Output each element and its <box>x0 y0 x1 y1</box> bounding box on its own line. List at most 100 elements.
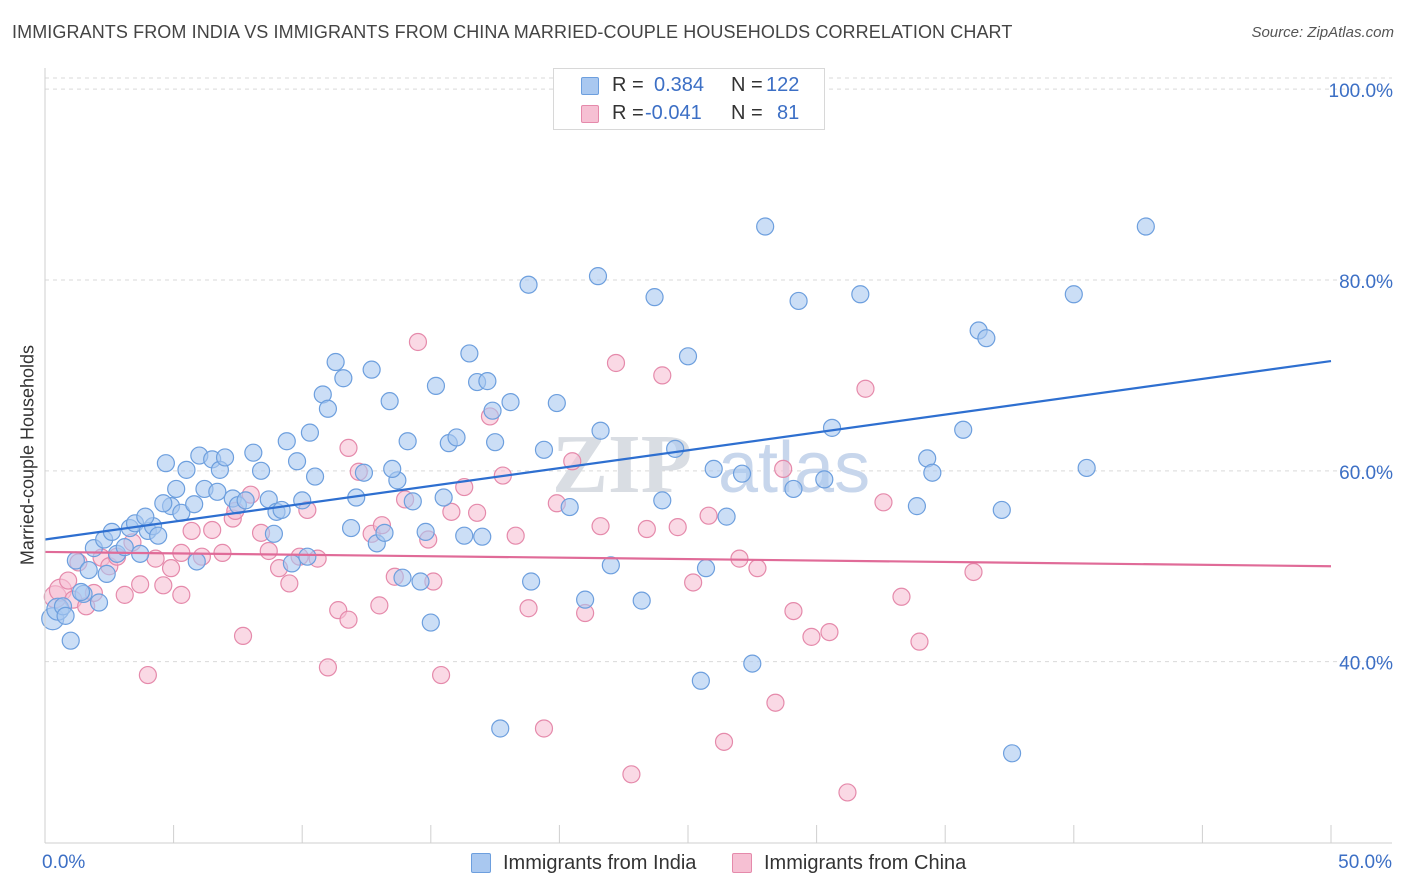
india-point <box>149 526 168 545</box>
india-point <box>632 591 651 610</box>
legend-china-r: -0.041 <box>645 102 702 124</box>
india-point <box>298 547 317 566</box>
china-point <box>154 576 173 595</box>
india-point <box>851 285 870 304</box>
china-point <box>519 599 538 618</box>
india-point <box>215 448 235 467</box>
china-point <box>161 559 181 578</box>
china-point <box>802 627 821 646</box>
india-point <box>416 522 435 541</box>
india-point <box>519 275 538 294</box>
india-point <box>678 347 698 366</box>
india-point <box>732 464 752 483</box>
india-point <box>398 432 417 451</box>
india-point <box>923 463 942 482</box>
india-legend-swatch <box>471 853 491 873</box>
india-point <box>789 291 808 311</box>
x-tick-max: 50.0% <box>1338 852 1392 873</box>
india-point <box>375 523 394 542</box>
india-points <box>41 217 1155 763</box>
china-point <box>138 665 157 685</box>
china-point <box>774 459 793 479</box>
india-point <box>334 369 353 388</box>
china-point <box>748 559 767 578</box>
india-point <box>645 288 664 307</box>
india-point <box>287 452 307 471</box>
india-point <box>185 495 204 514</box>
india-point <box>447 428 466 447</box>
india-point <box>354 463 374 482</box>
india-point <box>547 393 566 413</box>
india-point <box>56 606 75 625</box>
china-legend-swatch <box>732 853 752 873</box>
india-point <box>1136 217 1155 236</box>
india-point <box>907 497 927 516</box>
china-point <box>766 693 785 712</box>
axes: 40.0% 60.0% 80.0% 100.0% <box>44 68 1393 844</box>
india-point <box>251 461 271 480</box>
india-point <box>992 500 1011 520</box>
china-trend-line <box>44 550 1332 568</box>
china-swatch <box>581 105 599 123</box>
legend-india-r: 0.384 <box>654 74 705 96</box>
india-point <box>421 613 440 632</box>
y-tick-label: 60.0% <box>1339 463 1393 484</box>
india-point <box>653 491 672 510</box>
india-point <box>756 217 775 236</box>
india-point <box>187 552 206 571</box>
india-point <box>591 421 610 440</box>
india-point <box>115 538 134 557</box>
china-point <box>233 626 253 646</box>
china-point <box>339 610 358 629</box>
china-point <box>892 587 911 606</box>
india-point <box>71 582 91 602</box>
china-point <box>606 353 626 373</box>
china-point <box>534 719 554 738</box>
india-point <box>691 671 710 690</box>
india-point <box>522 572 541 591</box>
india-legend-label: Immigrants from India <box>503 852 697 874</box>
india-point <box>460 344 479 363</box>
india-point <box>282 554 302 573</box>
india-point <box>486 433 505 452</box>
india-point <box>601 556 620 575</box>
india-point <box>411 572 430 591</box>
china-point <box>172 585 191 604</box>
india-point <box>167 479 186 499</box>
india-point <box>393 568 412 587</box>
china-point <box>203 520 222 540</box>
china-point <box>910 632 929 651</box>
china-point <box>714 732 734 751</box>
legend-n-label: N = <box>731 74 763 96</box>
india-point <box>403 492 422 511</box>
india-point <box>89 593 109 612</box>
india-point <box>293 491 312 510</box>
india-point <box>341 518 361 538</box>
china-point <box>684 573 703 592</box>
y-tick-label: 40.0% <box>1339 654 1393 675</box>
china-point <box>431 665 451 685</box>
china-point <box>591 517 610 536</box>
legend-china-n: 81 <box>777 102 800 124</box>
india-point <box>455 526 474 545</box>
china-point <box>838 783 857 802</box>
india-point <box>491 719 510 738</box>
legend-india-n: 122 <box>766 74 800 96</box>
india-point <box>576 590 595 609</box>
india-point <box>501 393 520 412</box>
india-point <box>1002 744 1022 763</box>
trend-lines <box>44 359 1332 568</box>
india-point <box>177 460 196 479</box>
india-point <box>560 497 579 517</box>
china-point <box>856 379 875 398</box>
india-point <box>236 491 255 510</box>
india-point <box>277 432 296 451</box>
india-point <box>272 500 291 520</box>
india-point <box>534 440 554 459</box>
india-point <box>473 527 492 546</box>
india-point <box>264 524 284 543</box>
legend-n-label: N = <box>731 102 763 124</box>
china-point <box>131 575 150 594</box>
china-point <box>339 438 358 458</box>
